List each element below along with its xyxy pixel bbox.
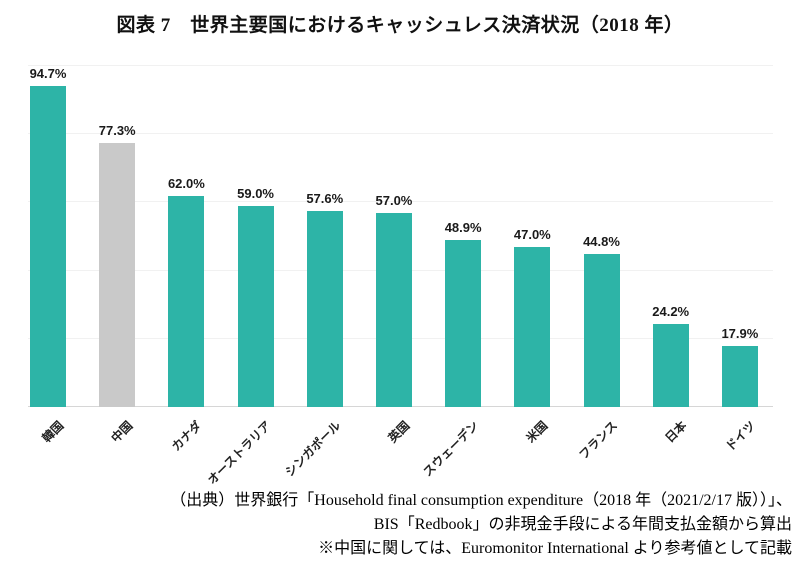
- bar-value-label: 48.9%: [444, 220, 482, 236]
- x-axis-label: フランス: [576, 418, 620, 463]
- bar-1: [99, 143, 136, 407]
- bar-column-0: 94.7% 韓国: [29, 66, 67, 445]
- bar-9: [652, 324, 689, 407]
- x-axis-label: ドイツ: [722, 418, 759, 454]
- bar-value-label: 17.9%: [721, 325, 759, 341]
- bar-8: [583, 254, 620, 407]
- bar-6: [445, 240, 482, 407]
- bar-column-8: 44.8% フランス: [576, 66, 620, 462]
- x-axis-label: カナダ: [169, 418, 205, 454]
- x-axis-label: オーストラリア: [204, 418, 274, 488]
- source-note-line: （出典）世界銀行「Household final consumption exp…: [170, 492, 792, 509]
- bar-value-label: 94.7%: [29, 66, 67, 81]
- bar-10: [721, 345, 758, 407]
- bar-4: [306, 210, 343, 407]
- x-axis-label: 日本: [662, 418, 690, 446]
- bar-value-label: 57.0%: [375, 192, 413, 208]
- x-axis-label: 中国: [108, 418, 136, 446]
- bar-value-label: 59.0%: [237, 185, 274, 201]
- gridline-80: [28, 133, 773, 135]
- bar-3: [237, 205, 274, 407]
- bar-7: [514, 246, 551, 407]
- source-note-line: ※中国に関しては、Euromonitor International より参考値…: [318, 540, 792, 557]
- source-note: （出典）世界銀行「Household final consumption exp…: [40, 489, 792, 561]
- x-axis-label: 米国: [523, 418, 551, 446]
- x-axis-label: 英国: [385, 418, 413, 446]
- bars-row: 94.7% 韓国 77.3% 中国 62.0% カナダ 59.0% オーストラリア 57.6% シ…: [29, 66, 759, 487]
- bar-value-label: 44.8%: [583, 234, 620, 250]
- chart-title: 図表 7 世界主要国におけるキャッシュレス決済状況（2018 年）: [116, 15, 684, 36]
- bar-column-5: 57.0% 英国: [375, 66, 413, 446]
- bar-column-9: 24.2% 日本: [652, 66, 690, 445]
- bar-0: [30, 86, 66, 407]
- bar-column-3: 59.0% オーストラリア: [205, 66, 274, 487]
- bar-column-2: 62.0% カナダ: [167, 66, 205, 454]
- plot-area: 94.7% 韓国 77.3% 中国 62.0% カナダ 59.0% オーストラリア 57.6% シ…: [28, 65, 773, 487]
- bar-2: [168, 195, 205, 407]
- bar-value-label: 24.2%: [652, 304, 690, 320]
- bar-value-label: 77.3%: [98, 123, 136, 139]
- source-note-line: BIS「Redbook」の非現金手段による年間支払金額から算出: [373, 516, 792, 533]
- bar-column-7: 47.0% 米国: [513, 66, 551, 446]
- bar-column-4: 57.6% シンガポール: [282, 66, 344, 480]
- bar-column-1: 77.3% 中国: [98, 66, 136, 445]
- bar-5: [375, 212, 412, 407]
- bar-value-label: 57.6%: [306, 190, 344, 206]
- bar-value-label: 62.0%: [167, 175, 205, 191]
- bar-value-label: 47.0%: [513, 226, 551, 242]
- x-axis-label: スウェーデン: [420, 418, 482, 480]
- bar-column-6: 48.9% スウェーデン: [421, 66, 482, 479]
- x-axis-label: 韓国: [39, 418, 67, 446]
- gridline-60: [28, 201, 773, 203]
- x-axis-label: シンガポール: [282, 418, 344, 480]
- bar-column-10: 17.9% ドイツ: [721, 66, 759, 454]
- gridline-100: [28, 65, 773, 66]
